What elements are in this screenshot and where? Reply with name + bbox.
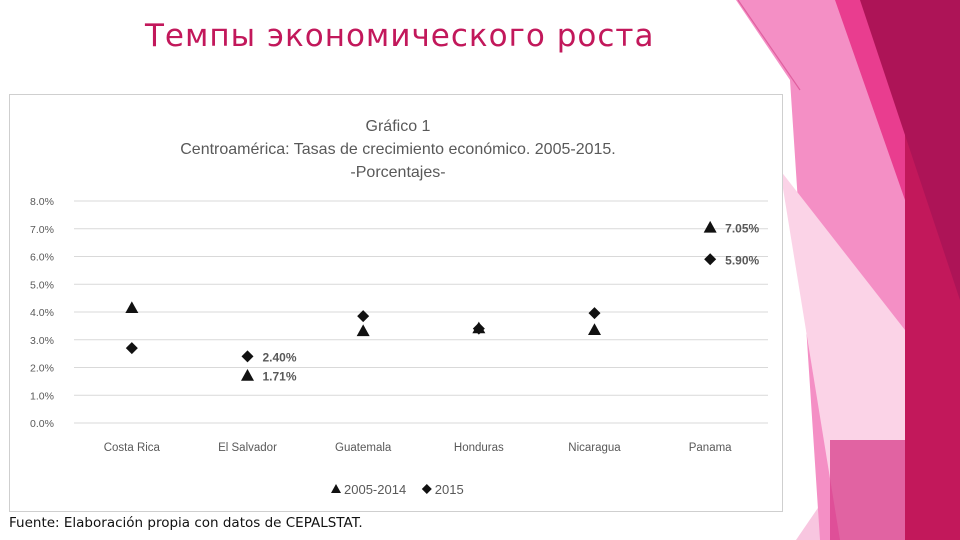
deco-line bbox=[737, 0, 801, 91]
legend-marker-diamond bbox=[421, 484, 432, 494]
source-note: Fuente: Elaboración propia con datos de … bbox=[9, 515, 363, 531]
y-tick-label: 1.0% bbox=[30, 390, 54, 402]
y-tick-label: 4.0% bbox=[30, 307, 54, 319]
x-tick-label: Panama bbox=[689, 442, 732, 454]
marker-triangle-2005-2014 bbox=[356, 324, 370, 337]
chart-subtitle-units: -Porcentajes- bbox=[350, 164, 445, 181]
chart-svg: Gráfico 1 Centroamérica: Tasas de crecimi… bbox=[30, 118, 768, 497]
marker-diamond-2015 bbox=[241, 350, 254, 363]
marker-triangle-2005-2014 bbox=[588, 323, 601, 335]
x-tick-label: El Salvador bbox=[218, 442, 277, 454]
data-label: 5.90% bbox=[725, 253, 759, 267]
y-axis-ticks: 0.0% 1.0% 2.0% 3.0% 4.0% 5.0% 6.0% 7.0% 8.0% bbox=[30, 196, 54, 430]
marker-diamond-2015 bbox=[125, 342, 138, 355]
x-tick-label: Guatemala bbox=[335, 442, 392, 454]
chart-gridlines bbox=[74, 200, 768, 424]
x-tick-label: Costa Rica bbox=[104, 442, 161, 454]
y-tick-label: 5.0% bbox=[30, 279, 54, 291]
y-tick-label: 6.0% bbox=[30, 252, 54, 264]
deco-shape-bottom bbox=[830, 440, 905, 540]
y-tick-label: 0.0% bbox=[30, 418, 54, 430]
chart-subtitle: Centroamérica: Tasas de crecimiento econ… bbox=[180, 141, 616, 158]
chart-marks: 1.71% 7.05% 2.40% 5.90% bbox=[125, 220, 760, 384]
marker-triangle-2005-2014 bbox=[125, 301, 139, 314]
chart-title: Gráfico 1 bbox=[366, 118, 431, 135]
marker-diamond-2015 bbox=[704, 253, 717, 266]
legend-label: 2005-2014 bbox=[344, 482, 406, 497]
y-tick-label: 8.0% bbox=[30, 196, 54, 208]
x-tick-label: Honduras bbox=[454, 442, 504, 454]
x-tick-label: Nicaragua bbox=[568, 442, 621, 454]
y-tick-label: 3.0% bbox=[30, 335, 54, 347]
marker-diamond-2015 bbox=[357, 310, 370, 323]
chart-legend: 2005-2014 2015 bbox=[331, 482, 464, 497]
y-tick-label: 2.0% bbox=[30, 363, 54, 375]
marker-diamond-2015 bbox=[588, 307, 601, 320]
data-label: 7.05% bbox=[725, 221, 759, 235]
legend-marker-triangle bbox=[331, 484, 341, 493]
slide-title: Темпы экономического роста bbox=[145, 18, 655, 54]
data-label: 1.71% bbox=[263, 370, 297, 384]
y-tick-label: 7.0% bbox=[30, 224, 54, 236]
legend-label: 2015 bbox=[435, 482, 464, 497]
marker-diamond-2015 bbox=[472, 322, 485, 335]
chart-panel: Gráfico 1 Centroamérica: Tasas de crecimi… bbox=[9, 94, 783, 512]
marker-triangle-2005-2014 bbox=[703, 220, 717, 233]
chart-titles: Gráfico 1 Centroamérica: Tasas de crecimi… bbox=[180, 118, 616, 181]
x-axis-ticks: Costa Rica El Salvador Guatemala Honduras Ni… bbox=[104, 442, 732, 454]
deco-shape-dark bbox=[860, 0, 960, 300]
data-label: 2.40% bbox=[263, 350, 297, 364]
marker-triangle-2005-2014 bbox=[241, 369, 254, 381]
